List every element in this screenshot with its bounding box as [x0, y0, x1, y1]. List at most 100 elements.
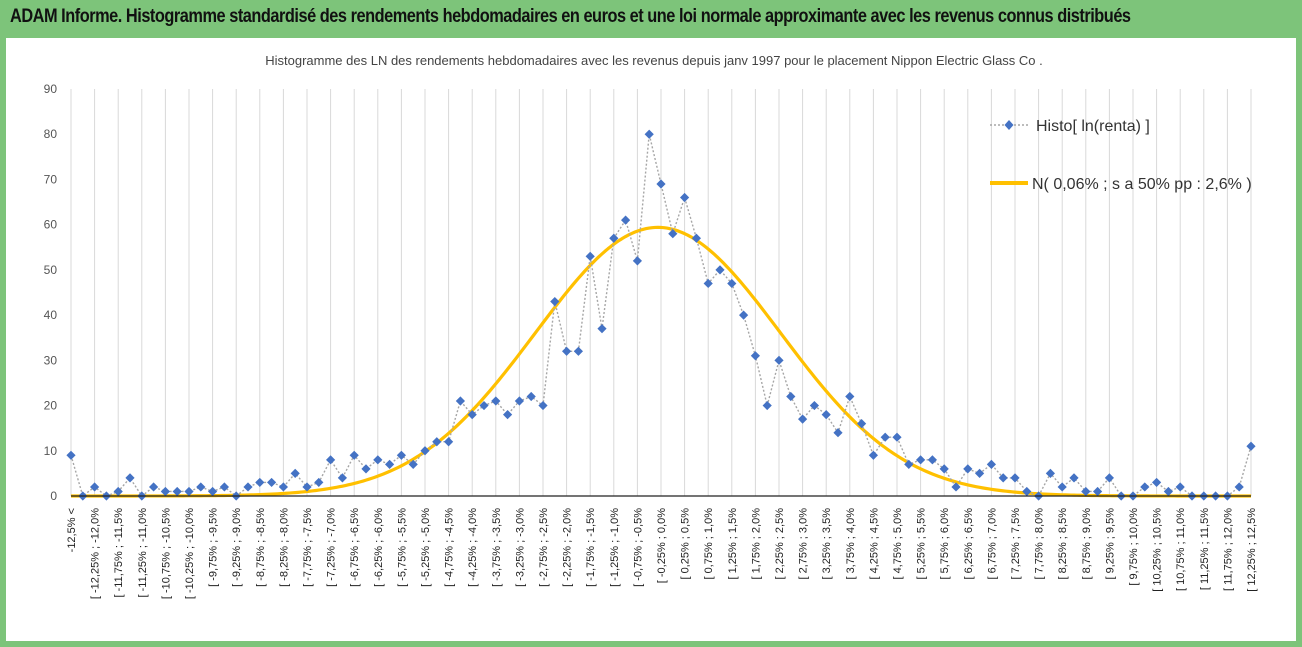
- x-tick-label: [ 8,75% ; 9,0%: [1081, 508, 1093, 580]
- histogram-point: [526, 391, 536, 402]
- histogram-point: [243, 482, 253, 492]
- x-tick-label: [ -7,25% ; -7,0%: [326, 508, 338, 587]
- histogram-point: [750, 351, 760, 361]
- y-tick-label: 50: [44, 263, 58, 277]
- histogram-point: [762, 400, 772, 411]
- histogram-point: [290, 468, 300, 478]
- histogram-point: [160, 486, 170, 497]
- x-tick-label: [ 5,25% ; 5,5%: [916, 508, 928, 580]
- histogram-point: [963, 464, 973, 474]
- x-tick-label: [ -5,75% ; -5,5%: [396, 508, 408, 587]
- x-tick-label: [ 9,25% ; 9,5%: [1104, 508, 1116, 580]
- histogram-point: [656, 179, 666, 189]
- histogram-point: [278, 482, 288, 492]
- chart-svg: Histogramme des LN des rendements hebdom…: [44, 53, 1258, 599]
- normal-curve: [71, 225, 1251, 498]
- x-tick-label: [ -3,75% ; -3,5%: [491, 508, 503, 587]
- histogram-point: [396, 450, 406, 460]
- histogram-point: [326, 455, 336, 465]
- histogram-point: [1246, 441, 1256, 451]
- histogram-point: [644, 129, 654, 139]
- y-tick-label: 40: [44, 308, 58, 322]
- histogram-point: [939, 464, 949, 474]
- x-tick-label: [ -2,75% ; -2,5%: [538, 508, 550, 587]
- x-tick-label: [ -0,75% ; -0,5%: [632, 508, 644, 587]
- x-tick-label: [ -3,25% ; -3,0%: [514, 508, 526, 587]
- histogram-point: [455, 396, 465, 406]
- x-tick-label: [ -11,25% ; -11,0%: [137, 508, 149, 598]
- histogram-point: [1163, 486, 1173, 497]
- chart-title: Histogramme des LN des rendements hebdom…: [265, 53, 1043, 68]
- histogram-point: [361, 464, 371, 474]
- report-title: ADAM Informe. Histogramme standardisé de…: [10, 6, 1131, 27]
- histogram-point: [149, 482, 159, 492]
- histogram-point: [927, 455, 937, 465]
- y-tick-label: 0: [50, 489, 57, 503]
- histogram-point: [90, 482, 100, 492]
- histogram-point: [739, 310, 749, 320]
- x-tick-label: [ -12,25% ; -12,0%: [90, 508, 102, 599]
- x-tick-label: [ 4,75% ; 5,0%: [892, 508, 904, 580]
- x-tick-label: [ 7,75% ; 8,0%: [1034, 508, 1046, 580]
- histogram-point: [503, 410, 513, 420]
- histogram-point: [821, 410, 831, 420]
- histogram-point: [349, 450, 359, 460]
- x-tick-label: [ 11,75% ; 12,0%: [1222, 508, 1234, 591]
- histogram-point: [904, 459, 914, 469]
- x-tick-label: [ -7,75% ; -7,5%: [302, 508, 314, 587]
- histogram-point: [845, 391, 855, 402]
- x-tick-label: [ -8,25% ; -8,0%: [278, 508, 290, 587]
- legend-histo-label: Histo[ ln(renta) ]: [1036, 118, 1150, 135]
- histogram-point: [113, 486, 123, 497]
- histogram-point: [184, 486, 194, 497]
- histogram-point: [573, 346, 583, 356]
- x-tick-label: [ -6,75% ; -6,5%: [349, 508, 361, 587]
- histogram-point: [880, 432, 890, 442]
- histogram-point: [609, 233, 619, 243]
- x-tick-label: [ -1,25% ; -1,0%: [609, 508, 621, 587]
- x-tick-label: [ 0,25% ; 0,5%: [680, 508, 692, 580]
- x-tick-label: [ 3,75% ; 4,0%: [845, 508, 857, 580]
- x-tick-label: [ 11,25% ; 11,5%: [1199, 508, 1211, 590]
- x-tick-label: [ -9,75% ; -9,5%: [208, 508, 220, 587]
- x-tick-label: [ -0,25% ; 0,0%: [656, 508, 668, 583]
- legend-histo-marker-icon: [1004, 120, 1014, 130]
- histogram-point: [196, 482, 206, 492]
- x-tick-label: [ -5,25% ; -5,0%: [420, 508, 432, 587]
- x-tick-label: [ -1,75% ; -1,5%: [585, 508, 597, 587]
- x-tick-label: [ 10,25% ; 10,5%: [1152, 508, 1164, 592]
- x-tick-label: [ -11,75% ; -11,5%: [113, 508, 125, 598]
- header-bar: ADAM Informe. Histogramme standardisé de…: [0, 0, 1302, 38]
- x-tick-label: [ 3,25% ; 3,5%: [821, 508, 833, 580]
- histogram-point: [833, 428, 843, 438]
- x-tick-label: [ 1,25% ; 1,5%: [727, 508, 739, 580]
- x-tick-label: [ -10,25% ; -10,0%: [184, 508, 196, 599]
- histogram-point: [385, 459, 395, 469]
- x-tick-label: -12,5% <: [66, 508, 78, 552]
- x-tick-label: [ 7,25% ; 7,5%: [1010, 508, 1022, 580]
- histogram-point: [467, 410, 477, 420]
- histogram-point: [1010, 473, 1020, 483]
- histogram-point: [597, 324, 607, 334]
- y-axis: 0 10 20 30 40 50 60 70 80 90: [44, 82, 58, 503]
- x-tick-label: [ -4,75% ; -4,5%: [444, 508, 456, 587]
- y-tick-label: 60: [44, 218, 58, 232]
- x-tick-label: [ 5,75% ; 6,0%: [939, 508, 951, 580]
- histogram-point: [302, 482, 312, 492]
- x-tick-label: [ -10,75% ; -10,5%: [160, 508, 172, 599]
- histogram-point: [621, 215, 631, 225]
- x-tick-label: [ 2,75% ; 3,0%: [798, 508, 810, 580]
- histogram-point: [1022, 486, 1032, 497]
- histogram-point: [514, 396, 524, 406]
- histogram-point: [491, 396, 501, 406]
- x-tick-label: [ 6,75% ; 7,0%: [986, 508, 998, 580]
- y-tick-label: 90: [44, 82, 58, 96]
- histogram-point: [691, 233, 701, 243]
- histogram-point: [668, 229, 678, 239]
- histogram-point: [255, 477, 265, 488]
- histogram-point: [373, 455, 383, 465]
- legend-normal-label: N( 0,06% ; s a 50% pp : 2,6% ): [1032, 176, 1252, 193]
- x-tick-label: [ 4,25% ; 4,5%: [868, 508, 880, 580]
- normal-curve-layer: [71, 225, 1251, 498]
- histogram-point: [337, 473, 347, 483]
